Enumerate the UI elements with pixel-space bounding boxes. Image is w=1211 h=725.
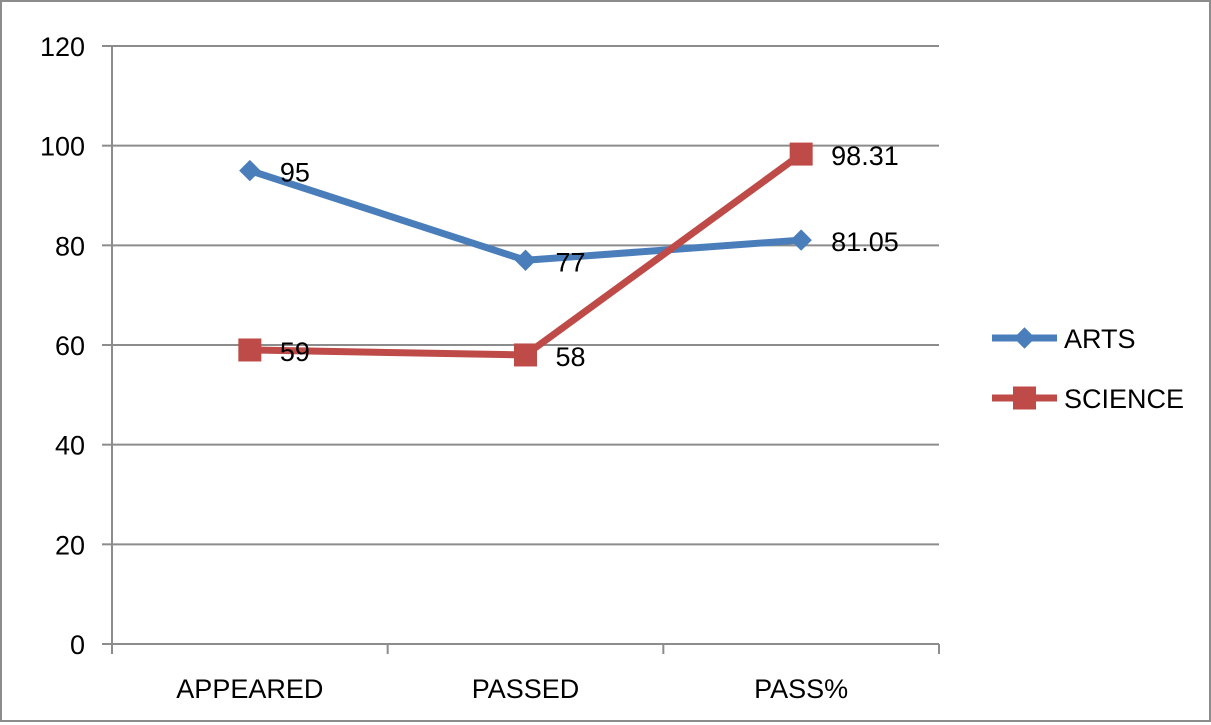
data-label: 77 xyxy=(556,247,586,277)
y-tick-label: 40 xyxy=(55,431,85,461)
axes: 0 20 40 60 80 100 120 APPEARED PASSED PASS% xyxy=(40,32,940,704)
legend: ARTS SCIENCE xyxy=(992,324,1184,414)
legend-label: SCIENCE xyxy=(1064,384,1184,414)
y-tick-label: 0 xyxy=(70,630,85,660)
data-point xyxy=(514,249,537,271)
x-tick-label: PASS% xyxy=(754,674,848,704)
data-label: 98.31 xyxy=(831,141,899,171)
gridlines xyxy=(112,45,939,546)
data-label: 95 xyxy=(280,158,310,188)
y-tick-label: 120 xyxy=(40,32,85,62)
series-lines xyxy=(238,142,813,367)
data-labels: 95 77 81.05 59 58 98.31 xyxy=(280,141,899,372)
legend-marker xyxy=(1013,327,1036,349)
y-tick-label: 60 xyxy=(55,331,85,361)
data-point xyxy=(790,229,812,251)
legend-marker xyxy=(1013,386,1036,410)
legend-label: ARTS xyxy=(1064,324,1136,354)
x-tick-label: PASSED xyxy=(472,674,580,704)
x-tick-label: APPEARED xyxy=(176,674,323,704)
data-label: 81.05 xyxy=(831,227,899,257)
data-point xyxy=(514,343,537,367)
y-tick-label: 80 xyxy=(55,231,85,261)
y-tick-label: 20 xyxy=(55,530,85,560)
data-point xyxy=(239,159,261,182)
data-label: 58 xyxy=(556,342,586,372)
data-point xyxy=(238,338,262,362)
data-point xyxy=(789,142,813,166)
y-tick-label: 100 xyxy=(40,132,85,162)
data-label: 59 xyxy=(280,337,310,367)
